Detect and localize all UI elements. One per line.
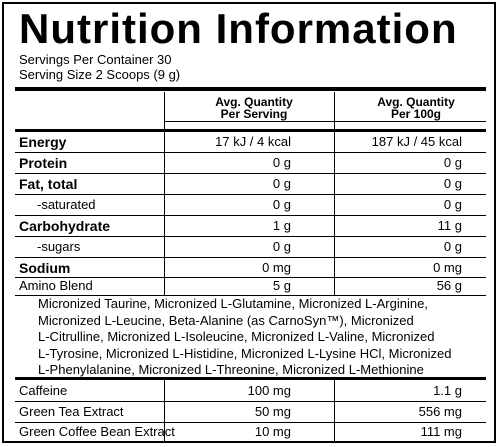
row-label: Protein bbox=[19, 155, 68, 171]
per-serving-value: 0 g bbox=[272, 176, 291, 191]
per-100g-value: 56 g bbox=[436, 278, 462, 293]
row-green-tea-extract: Green Tea Extract 50 mg 556 mg bbox=[15, 402, 486, 422]
per-100g-value: 187 kJ / 45 kcal bbox=[371, 134, 462, 149]
row-label: Green Tea Extract bbox=[19, 404, 124, 419]
nutrition-panel: Nutrition Information Servings Per Conta… bbox=[2, 2, 496, 443]
row-label: Fat, total bbox=[19, 176, 78, 192]
row-caffeine: Caffeine 100 mg 1.1 g bbox=[15, 381, 486, 401]
per-100g-value: 0 g bbox=[443, 176, 462, 191]
thick-divider bbox=[15, 87, 486, 91]
amino-blend-ingredients: Micronized Taurine, Micronized L-Glutami… bbox=[38, 296, 452, 377]
per-100g-value: 0 g bbox=[443, 155, 462, 170]
per-100g-value: 111 mg bbox=[420, 424, 462, 439]
per-serving-value: 50 mg bbox=[254, 404, 291, 419]
row-carbohydrate: Carbohydrate 1 g 11 g bbox=[15, 216, 486, 236]
column-divider-2 bbox=[334, 92, 335, 295]
row-divider bbox=[15, 401, 486, 402]
extras-divider bbox=[15, 377, 486, 380]
row-label: Amino Blend bbox=[19, 278, 93, 293]
row-sodium: Sodium 0 mg 0 mg bbox=[15, 258, 486, 278]
row-energy: Energy 17 kJ / 4 kcal 187 kJ / 45 kcal bbox=[15, 132, 486, 152]
per-100g-value: 0 mg bbox=[433, 260, 462, 275]
per-serving-value: 0 mg bbox=[262, 260, 291, 275]
row-divider bbox=[15, 194, 486, 195]
per-100g-value: 0 g bbox=[443, 239, 462, 254]
row-divider bbox=[15, 277, 486, 278]
header-per-100g-line1: Avg. Quantity bbox=[377, 95, 455, 109]
header-underline bbox=[164, 121, 486, 122]
row-label: Sodium bbox=[19, 260, 71, 276]
row-saturated: -saturated 0 g 0 g bbox=[15, 195, 486, 215]
row-divider bbox=[15, 257, 486, 258]
row-label: Energy bbox=[19, 134, 67, 150]
row-sugars: -sugars 0 g 0 g bbox=[15, 237, 486, 257]
per-serving-value: 5 g bbox=[272, 278, 291, 293]
row-amino-blend: Amino Blend 5 g 56 g bbox=[15, 276, 486, 296]
row-label: Carbohydrate bbox=[19, 218, 111, 234]
per-serving-value: 0 g bbox=[272, 197, 291, 212]
per-100g-value: 0 g bbox=[443, 197, 462, 212]
row-fat-total: Fat, total 0 g 0 g bbox=[15, 174, 486, 194]
header-per-100g: Avg. Quantity Per 100g bbox=[356, 96, 476, 120]
servings-per-container: Servings Per Container 30 bbox=[19, 52, 172, 67]
row-divider bbox=[15, 215, 486, 216]
row-divider bbox=[15, 173, 486, 174]
row-green-coffee-bean-extract: Green Coffee Bean Extract 10 mg 111 mg bbox=[15, 422, 486, 441]
per-100g-value: 1.1 g bbox=[433, 383, 462, 398]
per-serving-value: 100 mg bbox=[247, 383, 291, 398]
header-per-serving-line1: Avg. Quantity bbox=[215, 95, 293, 109]
per-serving-value: 0 g bbox=[272, 155, 291, 170]
header-per-serving-line2: Per Serving bbox=[220, 107, 288, 121]
per-serving-value: 17 kJ / 4 kcal bbox=[215, 134, 291, 149]
per-serving-value: 0 g bbox=[272, 239, 291, 254]
per-serving-value: 1 g bbox=[272, 218, 291, 233]
header-per-serving: Avg. Quantity Per Serving bbox=[194, 96, 314, 120]
row-divider bbox=[15, 295, 486, 296]
per-100g-value: 11 g bbox=[437, 218, 462, 233]
column-divider-1 bbox=[164, 92, 165, 295]
row-label: Caffeine bbox=[19, 383, 68, 398]
row-divider bbox=[15, 236, 486, 237]
per-100g-value: 556 mg bbox=[418, 404, 462, 419]
energy-divider bbox=[15, 129, 486, 132]
row-label: -sugars bbox=[37, 239, 81, 254]
row-label: Green Coffee Bean Extract bbox=[19, 424, 175, 439]
header-per-100g-line2: Per 100g bbox=[390, 107, 442, 121]
column-divider-1-lower bbox=[164, 378, 165, 441]
per-serving-value: 10 mg bbox=[254, 424, 291, 439]
row-label: -saturated bbox=[37, 197, 96, 212]
row-divider bbox=[15, 422, 486, 423]
serving-size: Serving Size 2 Scoops (9 g) bbox=[19, 67, 181, 82]
row-divider bbox=[15, 152, 486, 153]
panel-title: Nutrition Information bbox=[19, 5, 458, 52]
column-divider-2-lower bbox=[334, 378, 335, 441]
row-protein: Protein 0 g 0 g bbox=[15, 153, 486, 173]
